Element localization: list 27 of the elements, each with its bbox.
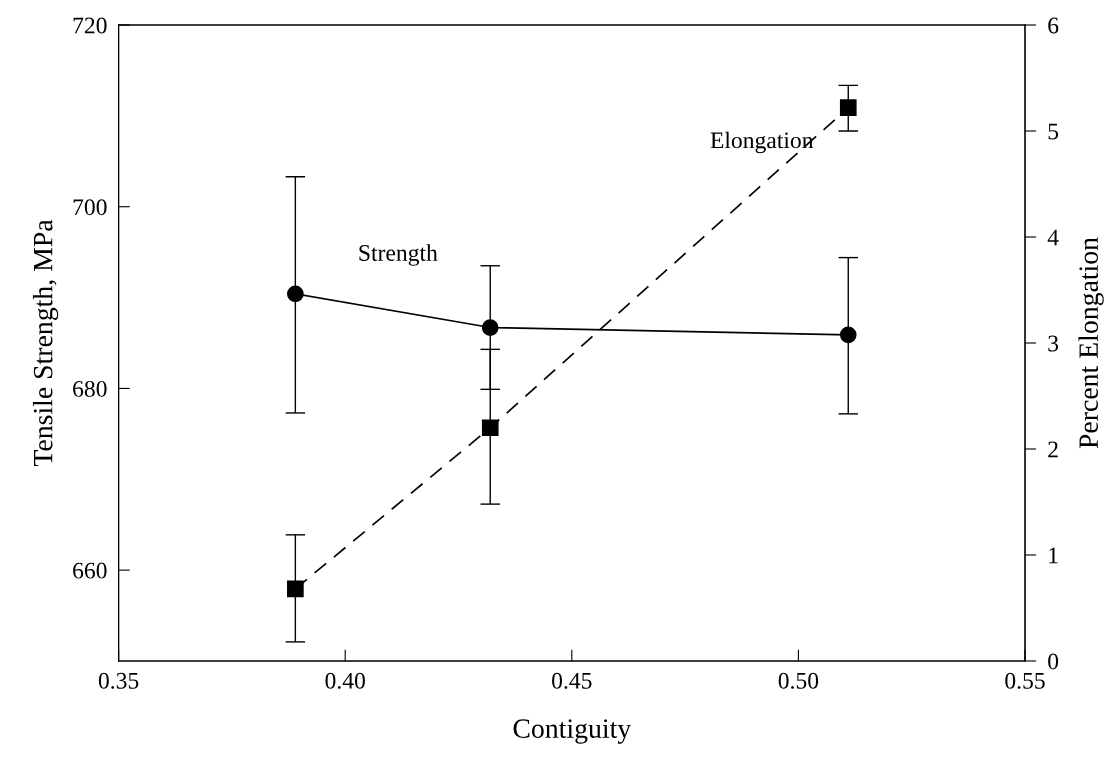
point <box>839 99 857 117</box>
y2-tick-label: 4 <box>1047 229 1059 246</box>
y2-tick-label: 6 <box>1048 17 1059 34</box>
y-axis-title: Tensile Strength, MPa <box>32 219 59 467</box>
y-tick-label: 700 <box>73 199 107 216</box>
y2-tick-label: 2 <box>1048 441 1058 458</box>
y-tick-label: 660 <box>73 562 107 579</box>
x-tick-label: 0.50 <box>778 672 819 689</box>
y2-tick-label: 5 <box>1048 123 1059 140</box>
series-label: Elongation <box>710 131 814 154</box>
point <box>481 419 499 437</box>
y2-tick-label: 1 <box>1049 547 1058 564</box>
y2-tick-label: 3 <box>1048 335 1059 352</box>
point <box>839 326 857 344</box>
y-tick-label: 680 <box>73 380 107 397</box>
series-label: Strength <box>359 244 438 266</box>
point <box>287 580 304 598</box>
x-tick-label: 0.55 <box>1005 672 1045 689</box>
x-axis-title: Contiguity <box>513 719 632 744</box>
point <box>481 319 499 336</box>
x-tick-label: 0.40 <box>325 672 365 689</box>
x-tick-label: 0.45 <box>552 672 592 689</box>
x-tick-label: 0.35 <box>98 672 139 689</box>
y2-tick-label: 0 <box>1048 653 1059 670</box>
y-tick-label: 720 <box>73 17 107 34</box>
point <box>287 285 304 303</box>
y2-axis-title: Percent Elongation <box>1078 237 1104 449</box>
